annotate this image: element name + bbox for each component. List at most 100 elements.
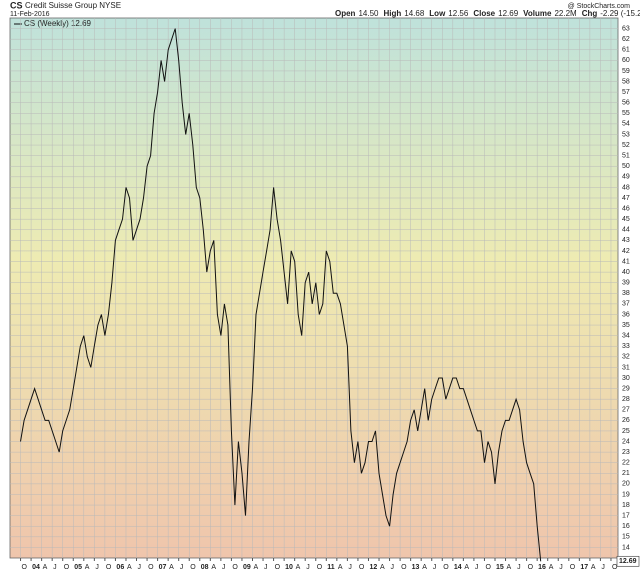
quote-value: 14.50 [358,9,379,18]
x-tick-label: 06 [116,564,124,571]
x-tick-label: A [85,564,90,571]
y-tick-label: 15 [622,534,630,541]
x-tick-label: J [264,564,268,571]
x-tick-label: J [348,564,352,571]
x-tick-label: O [190,564,196,571]
x-tick-label: O [317,564,323,571]
y-tick-label: 29 [622,385,630,392]
x-tick-label: A [211,564,216,571]
y-tick-label: 43 [622,237,630,244]
x-tick-label: 09 [243,564,251,571]
y-tick-label: 48 [622,184,630,191]
y-tick-label: 62 [622,36,630,43]
x-tick-label: J [433,564,437,571]
quote-label: Chg [582,9,598,18]
y-tick-label: 17 [622,512,630,519]
x-tick-label: O [612,564,618,571]
x-tick-label: J [475,564,479,571]
x-tick-label: A [43,564,48,571]
x-tick-label: 07 [159,564,167,571]
y-tick-label: 49 [622,174,630,181]
y-tick-label: 16 [622,523,630,530]
date: 11-Feb-2016 [10,11,50,18]
x-tick-label: O [528,564,534,571]
y-tick-label: 21 [622,470,630,477]
watermark: @ StockCharts.com [568,3,631,10]
y-tick-label: 51 [622,152,630,159]
y-tick-label: 45 [622,216,630,223]
x-tick-label: 04 [32,564,40,571]
x-tick-label: 08 [201,564,209,571]
x-tick-label: A [169,564,174,571]
x-tick-label: O [570,564,576,571]
legend-entry: CS (Weekly) 12.69 [24,19,92,28]
x-tick-label: J [95,564,99,571]
y-tick-label: 20 [622,481,630,488]
x-tick-label: A [591,564,596,571]
y-tick-label: 37 [622,301,630,308]
y-tick-label: 46 [622,205,630,212]
y-tick-label: 33 [622,343,630,350]
y-tick-label: 23 [622,449,630,456]
y-tick-label: 56 [622,100,630,107]
chart-title: Credit Suisse Group NYSE [25,1,121,10]
quote-label: Low [429,9,446,18]
y-tick-label: 44 [622,227,630,234]
quote-label: Volume [523,9,552,18]
y-tick-label: 24 [622,438,630,445]
y-tick-label: 22 [622,460,630,467]
y-tick-label: 34 [622,332,630,339]
y-tick-label: 55 [622,110,630,117]
x-tick-label: J [391,564,395,571]
x-tick-label: O [232,564,238,571]
x-tick-label: A [422,564,427,571]
y-tick-label: 52 [622,142,630,149]
x-tick-label: A [549,564,554,571]
y-tick-label: 18 [622,502,630,509]
x-tick-label: 12 [369,564,377,571]
x-tick-label: 17 [580,564,588,571]
x-tick-label: J [222,564,226,571]
y-tick-label: 61 [622,47,630,54]
y-tick-label: 26 [622,417,630,424]
x-tick-label: A [380,564,385,571]
last-value-label: 12.69 [619,558,637,565]
x-tick-label: 15 [496,564,504,571]
y-tick-label: 54 [622,121,630,128]
x-tick-label: O [485,564,491,571]
quote-value: 12.56 [448,9,469,18]
y-tick-label: 14 [622,544,630,551]
price-line [20,28,542,562]
quote-label: High [383,9,401,18]
x-tick-label: J [517,564,521,571]
x-tick-label: J [138,564,142,571]
y-tick-label: 19 [622,491,630,498]
x-tick-label: A [464,564,469,571]
x-tick-label: 13 [412,564,420,571]
x-tick-label: A [253,564,258,571]
quote-value: -2.29 (-15.29%) [600,9,640,18]
x-tick-label: J [53,564,57,571]
x-tick-label: A [127,564,132,571]
symbol: CS [10,0,23,10]
x-tick-label: 11 [327,564,335,571]
y-tick-label: 30 [622,375,630,382]
y-tick-label: 31 [622,364,630,371]
y-tick-label: 53 [622,131,630,138]
x-tick-label: J [306,564,310,571]
y-tick-label: 47 [622,195,630,202]
y-tick-label: 58 [622,78,630,85]
x-tick-label: O [64,564,70,571]
x-tick-label: O [148,564,154,571]
x-tick-label: 10 [285,564,293,571]
quote-label: Open [335,9,356,18]
y-tick-label: 40 [622,269,630,276]
y-tick-label: 50 [622,163,630,170]
y-tick-label: 59 [622,68,630,75]
last-value-box [616,555,640,567]
y-tick-label: 38 [622,290,630,297]
quote-value: 14.68 [404,9,425,18]
y-tick-label: 42 [622,248,630,255]
x-tick-label: 05 [74,564,82,571]
